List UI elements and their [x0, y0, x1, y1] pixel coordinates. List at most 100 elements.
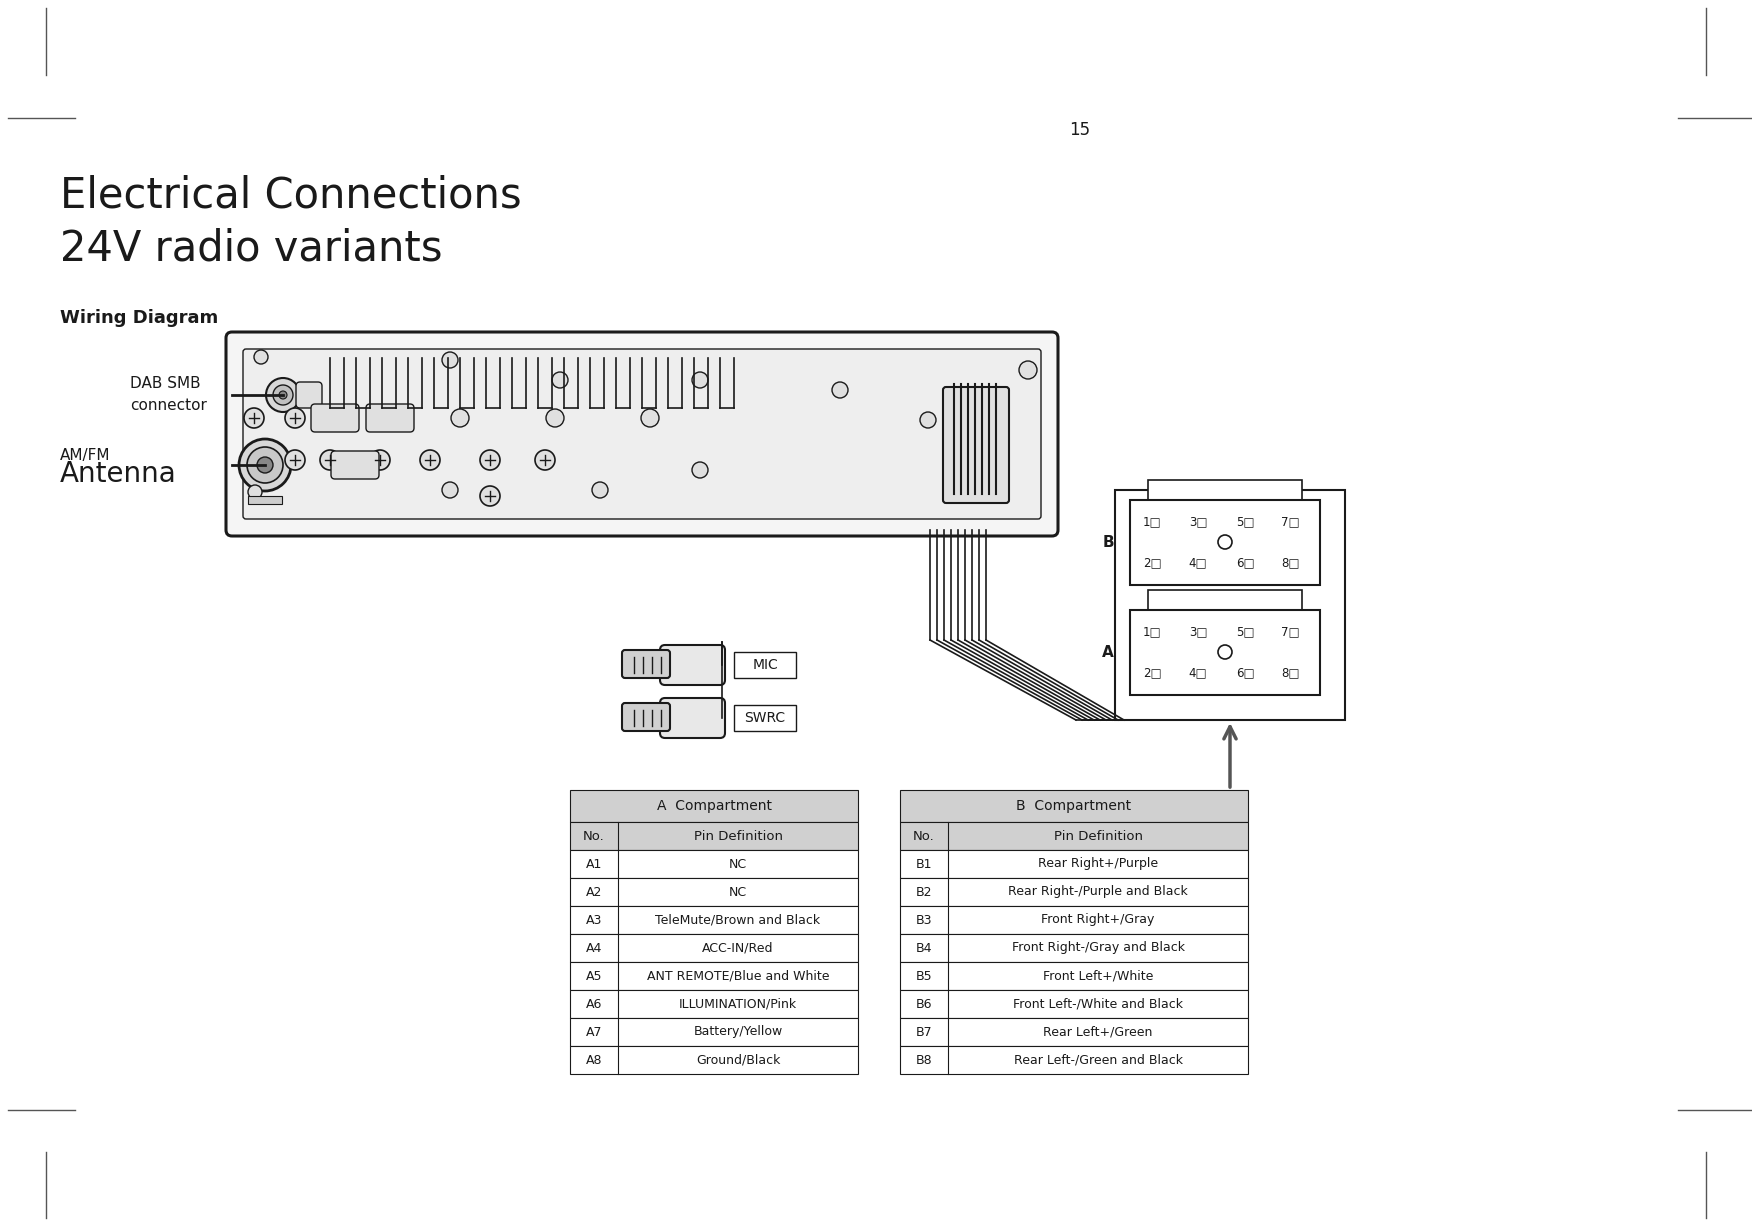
Text: Front Right-/Gray and Black: Front Right-/Gray and Black	[1011, 942, 1184, 955]
Circle shape	[592, 482, 608, 498]
FancyBboxPatch shape	[661, 698, 725, 738]
Text: 1□: 1□	[1142, 625, 1162, 639]
Bar	[901, 850, 1247, 878]
FancyBboxPatch shape	[622, 650, 669, 678]
Circle shape	[254, 349, 268, 364]
Bar	[249, 497, 282, 504]
Text: B2: B2	[916, 885, 932, 899]
FancyBboxPatch shape	[312, 405, 359, 432]
Text: B6: B6	[916, 998, 932, 1010]
Text: B3: B3	[916, 913, 932, 927]
Text: Wiring Diagram: Wiring Diagram	[60, 309, 219, 327]
Polygon shape	[1148, 481, 1302, 500]
FancyBboxPatch shape	[943, 387, 1009, 503]
Circle shape	[1218, 535, 1232, 549]
Circle shape	[266, 378, 300, 412]
Circle shape	[258, 457, 273, 473]
Bar	[901, 934, 1247, 962]
Text: 7□: 7□	[1281, 625, 1300, 639]
Text: 8□: 8□	[1281, 557, 1300, 570]
Circle shape	[692, 462, 708, 478]
Text: A8: A8	[585, 1053, 603, 1067]
Text: A4: A4	[585, 942, 603, 955]
Bar	[569, 790, 858, 821]
Text: Antenna: Antenna	[60, 460, 177, 488]
Text: A6: A6	[585, 998, 603, 1010]
Bar	[569, 906, 858, 934]
FancyBboxPatch shape	[661, 645, 725, 685]
Text: 3□: 3□	[1190, 625, 1207, 639]
FancyBboxPatch shape	[366, 405, 413, 432]
Circle shape	[641, 409, 659, 427]
Text: Front Left-/White and Black: Front Left-/White and Black	[1013, 998, 1183, 1010]
Text: No.: No.	[913, 830, 936, 842]
Text: 8□: 8□	[1281, 667, 1300, 679]
Text: B  Compartment: B Compartment	[1016, 799, 1132, 813]
Text: B5: B5	[916, 970, 932, 982]
Text: 3□: 3□	[1190, 515, 1207, 528]
Text: 6□: 6□	[1235, 667, 1254, 679]
Circle shape	[286, 450, 305, 470]
Circle shape	[279, 391, 287, 398]
Circle shape	[286, 408, 305, 428]
Text: B7: B7	[916, 1025, 932, 1038]
Circle shape	[920, 412, 936, 428]
Circle shape	[547, 409, 564, 427]
FancyBboxPatch shape	[226, 332, 1058, 536]
Bar	[1130, 611, 1319, 695]
Bar	[901, 1046, 1247, 1074]
Bar	[569, 878, 858, 906]
Text: 5□: 5□	[1235, 625, 1254, 639]
Bar	[569, 934, 858, 962]
Text: 15: 15	[1069, 121, 1090, 139]
FancyBboxPatch shape	[622, 702, 669, 731]
Circle shape	[249, 485, 263, 499]
Text: A7: A7	[585, 1025, 603, 1038]
Circle shape	[244, 408, 265, 428]
Circle shape	[534, 450, 555, 470]
Bar	[901, 991, 1247, 1018]
Text: connector: connector	[130, 397, 207, 412]
Text: Front Right+/Gray: Front Right+/Gray	[1041, 913, 1155, 927]
Text: NC: NC	[729, 857, 746, 870]
Bar	[569, 850, 858, 878]
Circle shape	[321, 450, 340, 470]
Text: Rear Left-/Green and Black: Rear Left-/Green and Black	[1013, 1053, 1183, 1067]
Text: NC: NC	[729, 885, 746, 899]
Text: Rear Right-/Purple and Black: Rear Right-/Purple and Black	[1007, 885, 1188, 899]
Text: Rear Left+/Green: Rear Left+/Green	[1042, 1025, 1153, 1038]
Text: AM/FM: AM/FM	[60, 447, 110, 462]
Bar	[901, 962, 1247, 991]
FancyBboxPatch shape	[244, 349, 1041, 519]
Text: A  Compartment: A Compartment	[657, 799, 771, 813]
Text: SWRC: SWRC	[745, 711, 785, 725]
Circle shape	[480, 450, 499, 470]
Bar	[569, 1018, 858, 1046]
Text: B8: B8	[916, 1053, 932, 1067]
Text: No.: No.	[583, 830, 604, 842]
Bar	[901, 790, 1247, 821]
Circle shape	[370, 450, 391, 470]
Circle shape	[450, 409, 470, 427]
Circle shape	[420, 450, 440, 470]
Circle shape	[1020, 360, 1037, 379]
Text: A2: A2	[585, 885, 603, 899]
Text: B4: B4	[916, 942, 932, 955]
Text: MIC: MIC	[752, 658, 778, 672]
Text: Battery/Yellow: Battery/Yellow	[694, 1025, 783, 1038]
Circle shape	[1218, 645, 1232, 660]
Text: A1: A1	[585, 857, 603, 870]
Text: Front Left+/White: Front Left+/White	[1042, 970, 1153, 982]
FancyBboxPatch shape	[331, 451, 378, 479]
Text: DAB SMB: DAB SMB	[130, 375, 201, 391]
FancyBboxPatch shape	[296, 383, 322, 408]
Text: ACC-IN/Red: ACC-IN/Red	[703, 942, 774, 955]
Text: 4□: 4□	[1188, 667, 1207, 679]
Bar	[569, 1046, 858, 1074]
Text: Ground/Black: Ground/Black	[696, 1053, 780, 1067]
Text: B: B	[1102, 535, 1114, 549]
Circle shape	[442, 352, 457, 368]
Circle shape	[247, 447, 284, 483]
Text: 5□: 5□	[1235, 515, 1254, 528]
Circle shape	[238, 439, 291, 490]
